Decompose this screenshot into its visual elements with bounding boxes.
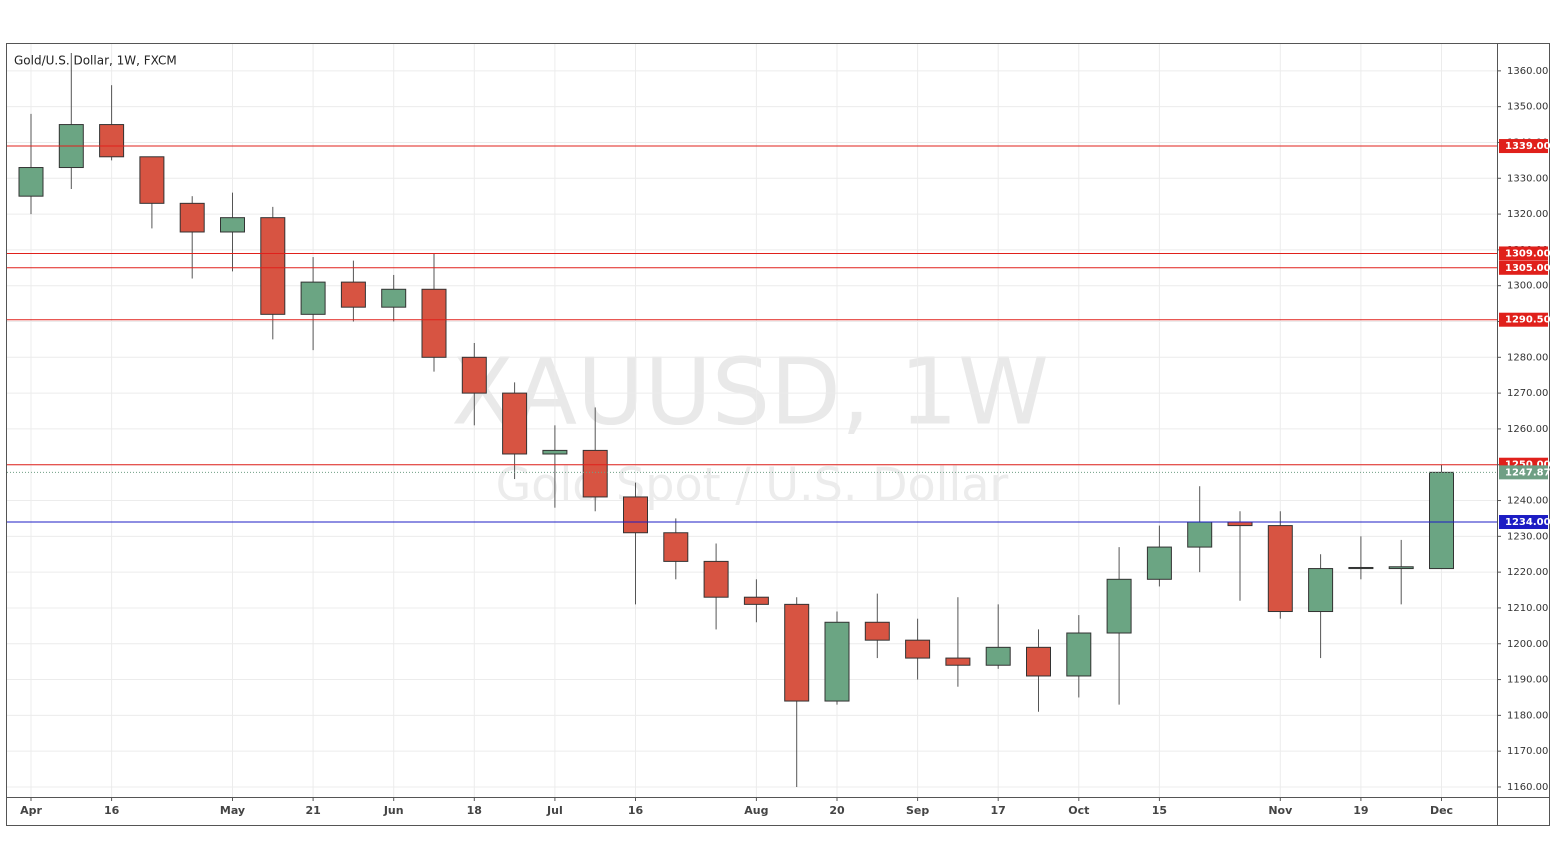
y-tick-label: 1230.00	[1507, 531, 1548, 542]
chart-title: Gold/U.S. Dollar, 1W, FXCM	[14, 54, 177, 68]
candle-body	[824, 621, 850, 702]
x-tick-label: 16	[628, 804, 644, 817]
candle-body	[99, 124, 125, 158]
candle-body	[582, 449, 608, 498]
y-tick-label: 1270.00	[1507, 388, 1548, 399]
x-tick-label: Sep	[906, 804, 929, 817]
candle-body	[139, 156, 165, 204]
candle-body	[663, 532, 689, 562]
last-price-box	[1499, 465, 1548, 480]
candle-body	[985, 646, 1011, 666]
candle-body	[1026, 646, 1051, 677]
candle-body	[945, 657, 971, 666]
grid	[7, 44, 1497, 797]
candle-body	[340, 281, 366, 308]
x-tick-label: 18	[467, 804, 482, 817]
level-label: 1309.00	[1505, 248, 1551, 259]
level-label: 1305.00	[1505, 263, 1551, 274]
candle-body	[1106, 578, 1132, 634]
level-label-box	[1499, 260, 1548, 275]
watermark-subtitle: Gold Spot / U.S. Dollar	[496, 458, 1009, 512]
y-tick-label: 1160.00	[1507, 782, 1548, 793]
candle-body	[179, 202, 205, 233]
level-label-box	[1499, 312, 1548, 327]
y-tick-label: 1280.00	[1507, 352, 1548, 363]
candle-body	[260, 217, 286, 315]
y-tick-label: 1260.00	[1507, 424, 1548, 435]
candle-body	[381, 288, 407, 308]
level-label: 1234.00	[1505, 517, 1551, 528]
candle-body	[300, 281, 326, 315]
candle-body	[784, 603, 810, 702]
y-tick-label: 1320.00	[1507, 209, 1548, 220]
candle-body	[1388, 566, 1414, 570]
level-label-box	[1499, 139, 1548, 154]
x-tick-label: Jun	[383, 804, 404, 817]
x-tick-label: Apr	[20, 804, 42, 817]
candle-body	[1066, 632, 1092, 677]
x-tick-label: May	[220, 804, 245, 817]
y-tick-label: 1180.00	[1507, 710, 1548, 721]
x-tick-label: 16	[104, 804, 120, 817]
x-tick-label: Nov	[1268, 804, 1293, 817]
y-tick-label: 1330.00	[1507, 173, 1548, 184]
candle-body	[743, 596, 769, 605]
candle-body	[1308, 568, 1334, 613]
candle-body	[1348, 566, 1374, 570]
candle-body	[220, 217, 245, 233]
candle-body	[623, 496, 648, 534]
x-tick-label: 20	[829, 804, 845, 817]
y-tick-label: 1240.00	[1507, 496, 1548, 507]
x-tick-label: Jul	[546, 804, 563, 817]
candle-body	[1267, 525, 1293, 613]
x-tick-label: Aug	[744, 804, 768, 817]
candle-body	[864, 621, 890, 641]
candle-body	[18, 167, 44, 197]
y-tick-label: 1360.00	[1507, 66, 1548, 77]
watermark: XAUUSD, 1W	[451, 338, 1049, 445]
last-price-label: 1247.87	[1505, 467, 1551, 478]
y-tick-label: 1300.00	[1507, 281, 1548, 292]
candle-body	[905, 639, 931, 659]
level-label: 1290.50	[1505, 315, 1551, 326]
y-tick-label: 1220.00	[1507, 567, 1548, 578]
level-label-box	[1499, 515, 1548, 530]
candle-body	[421, 288, 447, 358]
candle-body	[1429, 471, 1454, 570]
y-tick-label: 1170.00	[1507, 746, 1548, 757]
level-label: 1339.00	[1505, 141, 1551, 152]
x-tick-label: 21	[305, 804, 320, 817]
y-tick-label: 1350.00	[1507, 102, 1548, 113]
candle-body	[502, 392, 528, 455]
candle-body	[703, 560, 729, 598]
x-tick-label: Oct	[1068, 804, 1089, 817]
candle-body	[1146, 546, 1172, 580]
axes: 1160.00 1170.00 1180.00 1190.00 1200.00 1210.…	[20, 66, 1550, 817]
level-label: 1250.00	[1505, 460, 1551, 471]
y-tick-label: 1200.00	[1507, 639, 1548, 650]
x-tick-label: Dec	[1430, 804, 1453, 817]
x-tick-label: 15	[1152, 804, 1167, 817]
x-tick-label: 19	[1353, 804, 1368, 817]
level-label-box	[1499, 246, 1548, 261]
candle-body	[542, 449, 568, 455]
x-tick-label: 17	[991, 804, 1006, 817]
frame	[6, 43, 1550, 826]
plot	[7, 52, 1497, 787]
y-tick-label: 1210.00	[1507, 603, 1548, 614]
candle-body	[461, 356, 487, 394]
candle-body	[1227, 521, 1253, 527]
candle-body	[1187, 521, 1213, 548]
y-tick-label: 1190.00	[1507, 675, 1548, 686]
